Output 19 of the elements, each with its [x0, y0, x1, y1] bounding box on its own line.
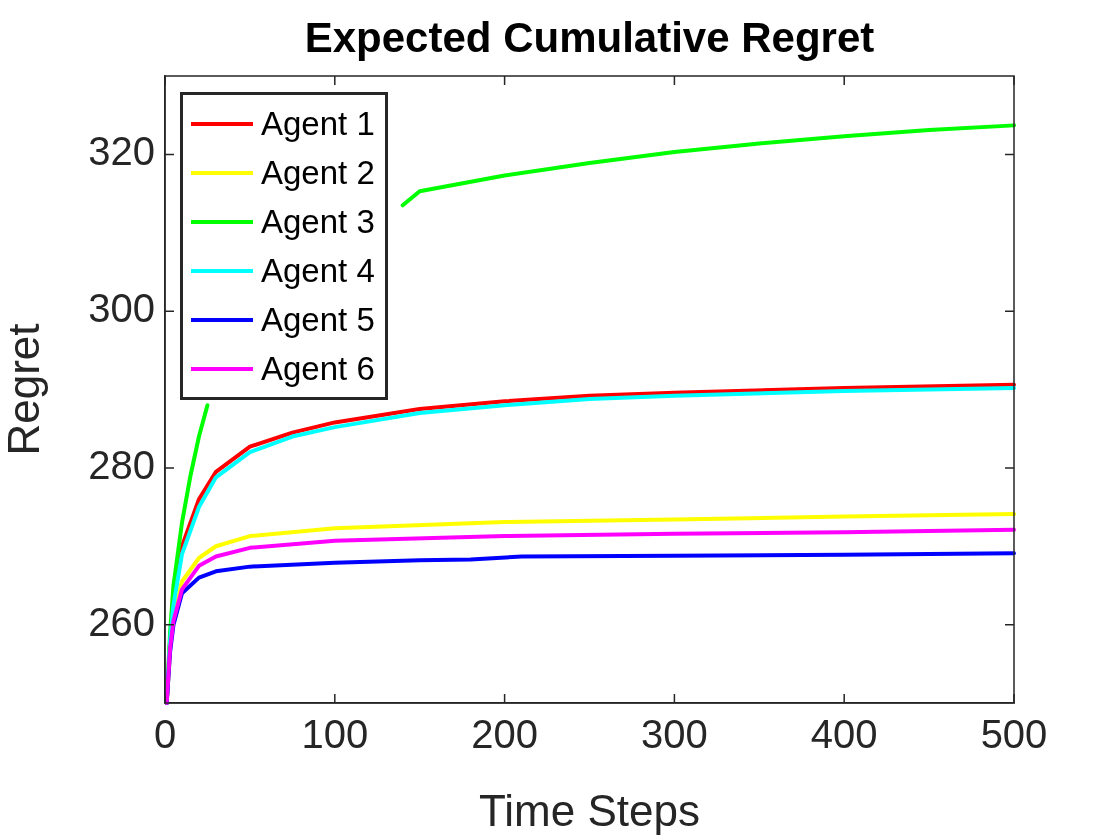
- legend-label: Agent 4: [261, 251, 375, 290]
- legend-label: Agent 1: [261, 104, 375, 143]
- legend-label: Agent 5: [261, 300, 375, 339]
- x-tick-label: 100: [301, 712, 369, 757]
- x-tick-label: 0: [153, 712, 177, 757]
- y-tick-label: 300: [88, 286, 155, 331]
- x-tick-label: 200: [471, 712, 538, 757]
- x-tick-label: 500: [980, 712, 1048, 757]
- x-axis-title: Time Steps: [479, 785, 700, 835]
- x-tick-label: 400: [810, 712, 878, 757]
- y-tick-label: 320: [88, 129, 155, 174]
- x-tick-label: 300: [641, 712, 708, 757]
- chart-title: Expected Cumulative Regret: [303, 14, 876, 62]
- legend-label: Agent 6: [261, 349, 375, 388]
- y-tick-label: 280: [88, 442, 155, 487]
- legend-label: Agent 3: [261, 202, 375, 241]
- legend-label: Agent 2: [261, 153, 375, 192]
- y-axis-title: Regret: [0, 323, 48, 456]
- y-tick-label: 260: [88, 599, 155, 644]
